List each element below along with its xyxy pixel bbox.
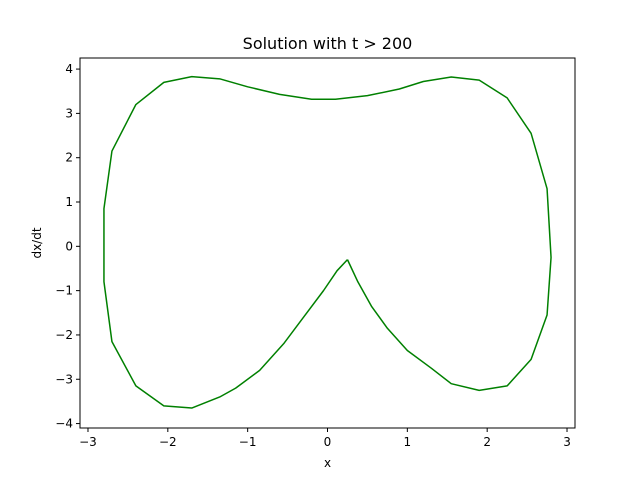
y-tick-label: −3 <box>55 372 73 386</box>
y-tick-label: 2 <box>65 151 73 165</box>
x-tick-label: −1 <box>239 435 257 449</box>
series-line-0 <box>103 75 552 409</box>
chart-title: Solution with t > 200 <box>243 34 413 53</box>
y-tick-label: 1 <box>65 195 73 209</box>
y-tick-label: −2 <box>55 328 73 342</box>
x-axis-ticks: −3 −2 −1 0 1 2 3 <box>79 428 571 449</box>
x-tick-label: 3 <box>563 435 571 449</box>
y-tick-label: −1 <box>55 284 73 298</box>
plot-area <box>103 75 552 409</box>
x-axis-label: x <box>324 456 331 470</box>
x-tick-label: 1 <box>404 435 412 449</box>
y-tick-label: 4 <box>65 62 73 76</box>
x-tick-label: −2 <box>159 435 177 449</box>
y-axis-ticks: −4 −3 −2 −1 0 1 2 3 4 <box>55 62 80 431</box>
x-tick-label: 0 <box>324 435 332 449</box>
y-tick-label: 0 <box>65 239 73 253</box>
axes-frame <box>79 57 576 429</box>
x-tick-label: 2 <box>483 435 491 449</box>
y-tick-label: 3 <box>65 106 73 120</box>
y-axis-label: dx/dt <box>30 227 44 258</box>
x-tick-label: −3 <box>79 435 97 449</box>
y-tick-label: −4 <box>55 417 73 431</box>
